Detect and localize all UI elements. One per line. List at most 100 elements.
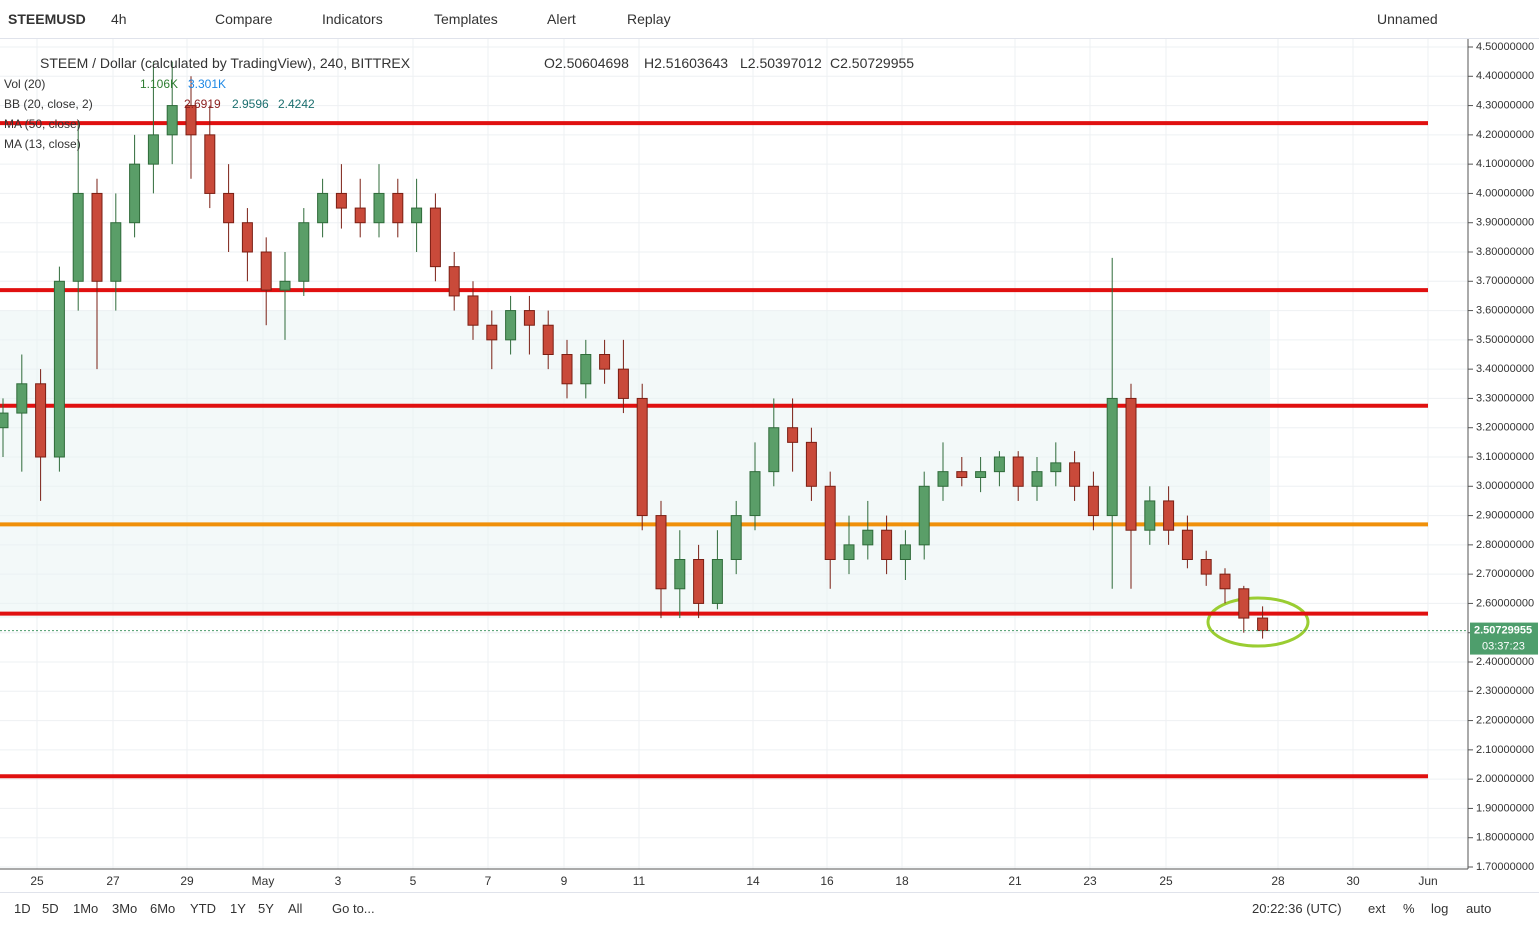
date-label: 14 <box>746 874 760 888</box>
axis-option[interactable]: log <box>1431 901 1449 916</box>
candle-body <box>429 207 441 268</box>
price-label: 3.60000000 <box>1476 304 1534 316</box>
range-button[interactable]: 1Y <box>230 901 246 916</box>
candle-body <box>35 383 47 458</box>
candle-body <box>467 295 479 326</box>
candle-body <box>1050 462 1062 473</box>
range-button[interactable]: 5Y <box>258 901 274 916</box>
axis-option[interactable]: % <box>1403 901 1415 916</box>
candle-body <box>542 324 554 356</box>
candle-body <box>1106 397 1118 517</box>
date-label: 7 <box>485 874 492 888</box>
toolbar-item[interactable]: Replay <box>627 11 671 27</box>
candle-body <box>279 280 291 291</box>
candle-body <box>373 192 385 224</box>
candle-body <box>486 324 498 341</box>
price-label: 3.30000000 <box>1476 392 1534 404</box>
candle-body <box>53 280 65 458</box>
candle-body <box>448 266 460 297</box>
candle-body <box>768 427 780 473</box>
date-label: 28 <box>1271 874 1285 888</box>
candle-body <box>1200 559 1212 575</box>
date-label: May <box>252 874 275 888</box>
range-button[interactable]: YTD <box>190 901 216 916</box>
chart-area: 4.50000000 4.40000000 4.30000000 4.20000000… <box>0 39 1539 892</box>
candle-body <box>937 471 949 487</box>
candle-body <box>693 559 705 604</box>
candle-body <box>1257 617 1269 632</box>
range-button[interactable]: All <box>288 901 303 916</box>
ohlc-value: L2.50397012 <box>740 55 822 71</box>
candle-body <box>993 456 1005 473</box>
range-button[interactable]: 3Mo <box>112 901 138 916</box>
candle-body <box>1069 462 1081 487</box>
candle-body <box>147 134 159 165</box>
layout-name[interactable]: Unnamed <box>1377 11 1438 27</box>
candle-body <box>354 207 366 224</box>
candle-body <box>0 412 9 429</box>
price-label: 4.40000000 <box>1476 70 1534 82</box>
candle-body <box>617 368 629 399</box>
price-label: 3.00000000 <box>1476 480 1534 492</box>
price-axis <box>1468 39 1539 892</box>
range-button[interactable]: 5D <box>42 901 59 916</box>
date-label: 18 <box>895 874 909 888</box>
indicator[interactable]: MA (13, close) <box>4 137 81 151</box>
candle-body <box>711 559 723 604</box>
candle-body <box>260 251 272 291</box>
candle-body <box>223 192 235 224</box>
price-label: 2.60000000 <box>1476 597 1534 609</box>
range-button[interactable]: 1Mo <box>73 901 99 916</box>
toolbar-item[interactable]: Compare <box>215 11 273 27</box>
date-label: 16 <box>820 874 834 888</box>
interval[interactable]: 4h <box>111 11 127 27</box>
candle-body <box>1125 397 1137 531</box>
candle-body <box>185 105 197 136</box>
indicator[interactable]: 3.301K <box>188 77 227 91</box>
price-label: 3.90000000 <box>1476 217 1534 229</box>
indicator[interactable]: Vol (20) <box>4 77 46 91</box>
date-label: Jun <box>1418 874 1437 888</box>
axis-option[interactable]: ext <box>1368 901 1386 916</box>
date-label: 5 <box>410 874 417 888</box>
candle-body <box>241 222 253 253</box>
axis-option[interactable]: auto <box>1466 901 1492 916</box>
toolbar-item[interactable]: Templates <box>434 11 498 27</box>
legend-title: STEEM / Dollar (calculated by TradingVie… <box>40 55 411 71</box>
indicator[interactable]: 1.106K <box>140 77 179 91</box>
indicator[interactable]: 2.6919 <box>184 97 221 111</box>
clock: 20:22:36 (UTC) <box>1252 901 1342 916</box>
toolbar-item[interactable]: Alert <box>547 11 576 27</box>
candle-body <box>674 559 686 590</box>
price-label: 2.30000000 <box>1476 685 1534 697</box>
date-label: 30 <box>1346 874 1360 888</box>
ohlc-value: C2.50729955 <box>830 55 915 71</box>
price-label: 4.20000000 <box>1476 129 1534 141</box>
range-button[interactable]: 1D <box>14 901 31 916</box>
indicator[interactable]: 2.4242 <box>278 97 315 111</box>
indicator[interactable]: BB (20, close, 2) <box>4 97 93 111</box>
indicator[interactable]: MA (50, close) <box>4 117 81 131</box>
candle-body <box>72 192 84 282</box>
toolbar-item[interactable]: Indicators <box>322 11 383 27</box>
symbol[interactable]: STEEMUSD <box>8 11 86 27</box>
date-label: 23 <box>1083 874 1097 888</box>
candle-body <box>599 354 611 370</box>
candle-body <box>1012 456 1024 487</box>
indicator[interactable]: 2.9596 <box>232 97 269 111</box>
date-label: 29 <box>180 874 194 888</box>
bottom-toolbar: 20:22:36 (UTC) Go to... 1D 5D 1Mo 3Mo 6Mo YTD… <box>0 892 1539 926</box>
range-button[interactable]: 6Mo <box>150 901 176 916</box>
price-label: 3.70000000 <box>1476 275 1534 287</box>
candle-body <box>392 192 404 224</box>
candle-body <box>636 397 648 517</box>
price-label: 2.20000000 <box>1476 714 1534 726</box>
price-label: 2.10000000 <box>1476 744 1534 756</box>
price-label: 1.70000000 <box>1476 861 1534 873</box>
price-label: 3.10000000 <box>1476 451 1534 463</box>
candle-body <box>1181 529 1193 561</box>
goto[interactable]: Go to... <box>332 901 375 916</box>
candle-body <box>317 192 329 224</box>
price-label: 4.30000000 <box>1476 99 1534 111</box>
